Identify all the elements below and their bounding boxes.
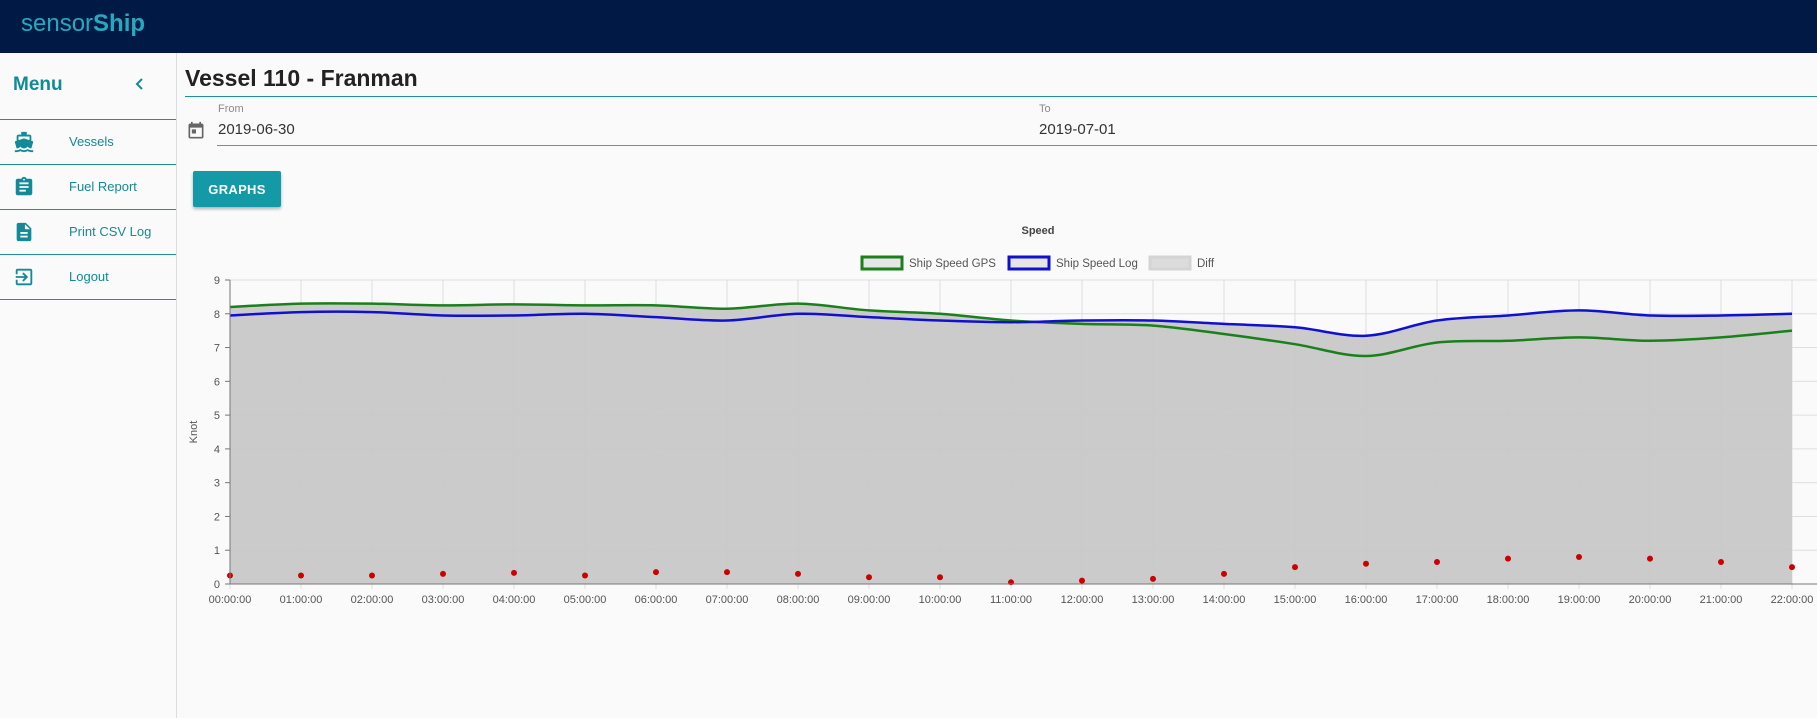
diff-point <box>1718 559 1724 566</box>
legend-swatch <box>860 255 904 271</box>
x-tick-label: 09:00:00 <box>848 594 891 606</box>
sidebar-item-label: Print CSV Log <box>69 224 152 239</box>
clipboard-icon <box>15 176 33 196</box>
sidebar-item-label: Vessels <box>69 134 114 149</box>
y-tick-label: 0 <box>214 579 220 591</box>
y-tick-label: 7 <box>214 343 220 355</box>
from-date-label: From <box>218 103 244 115</box>
sidebar-item-label: Logout <box>69 269 109 284</box>
diff-point <box>937 574 943 581</box>
ship-icon <box>14 131 34 153</box>
diff-point <box>1079 577 1085 584</box>
from-date-field[interactable]: From 2019-06-30 <box>218 99 1018 139</box>
diff-point <box>1221 570 1227 577</box>
to-date-field[interactable]: To 2019-07-01 <box>1039 99 1809 139</box>
diff-point <box>1576 553 1582 560</box>
sidebar-item-label: Fuel Report <box>69 179 137 194</box>
diff-point <box>1292 564 1298 571</box>
x-tick-label: 01:00:00 <box>280 594 323 606</box>
sidebar-item-logout[interactable]: Logout <box>0 255 176 300</box>
to-date-label: To <box>1039 103 1051 115</box>
x-tick-label: 21:00:00 <box>1700 594 1743 606</box>
series-line-ship-speed-log <box>229 309 1793 338</box>
x-tick-label: 00:00:00 <box>209 594 252 606</box>
x-tick-label: 02:00:00 <box>351 594 394 606</box>
diff-point <box>511 569 517 576</box>
diff-point <box>653 569 659 576</box>
y-tick-label: 6 <box>214 376 220 388</box>
legend-label: Ship Speed Log <box>1056 258 1138 270</box>
document-icon <box>16 222 32 242</box>
sidebar: Menu Vessels Fuel Report Print CSV Log L… <box>0 53 177 718</box>
diff-point <box>369 572 375 579</box>
diff-point <box>1789 564 1795 571</box>
x-tick-label: 12:00:00 <box>1061 594 1104 606</box>
diff-area <box>230 303 1792 584</box>
diff-point <box>298 572 304 579</box>
y-tick-label: 8 <box>214 309 220 321</box>
sidebar-item-fuel-report[interactable]: Fuel Report <box>0 165 176 210</box>
y-axis-title: Knot <box>188 421 200 444</box>
page-title: Vessel 110 - Franman <box>185 65 418 91</box>
x-tick-label: 16:00:00 <box>1345 594 1388 606</box>
y-tick-label: 1 <box>214 545 220 557</box>
chart-title: Speed <box>1021 225 1054 237</box>
x-tick-label: 17:00:00 <box>1416 594 1459 606</box>
x-tick-label: 11:00:00 <box>990 594 1032 606</box>
diff-point <box>1647 555 1653 562</box>
x-tick-label: 10:00:00 <box>919 594 962 606</box>
y-tick-label: 3 <box>214 478 220 490</box>
legend-swatch <box>1148 255 1192 271</box>
y-tick-label: 9 <box>214 275 220 287</box>
to-date-value: 2019-07-01 <box>1039 121 1116 138</box>
x-tick-label: 05:00:00 <box>564 594 607 606</box>
x-tick-label: 19:00:00 <box>1558 594 1601 606</box>
brand-bold-text: Ship <box>93 10 146 37</box>
calendar-icon[interactable] <box>186 121 206 141</box>
main-content: Vessel 110 - Franman From 2019-06-30 To … <box>177 53 1817 718</box>
menu-title: Menu <box>13 74 63 95</box>
x-tick-label: 22:00:00 <box>1771 594 1814 606</box>
series-line-ship-speed-gps <box>229 302 1793 358</box>
x-tick-label: 03:00:00 <box>422 594 465 606</box>
diff-point <box>440 570 446 577</box>
top-app-bar: sensorShip <box>0 0 1817 53</box>
sidebar-item-vessels[interactable]: Vessels <box>0 120 176 165</box>
diff-point <box>1434 559 1440 566</box>
x-tick-label: 18:00:00 <box>1487 594 1530 606</box>
diff-point <box>1505 555 1511 562</box>
x-tick-label: 04:00:00 <box>493 594 536 606</box>
x-tick-label: 15:00:00 <box>1274 594 1317 606</box>
title-divider <box>185 96 1817 97</box>
diff-point <box>582 572 588 579</box>
date-field-underline <box>217 145 1817 146</box>
y-tick-label: 4 <box>214 444 220 456</box>
logout-icon <box>15 268 33 286</box>
brand-light-text: sensor <box>21 10 94 37</box>
sidebar-item-print-csv-log[interactable]: Print CSV Log <box>0 210 176 255</box>
menu-header: Menu <box>0 53 176 120</box>
speed-chart: 0 1 2 3 4 5 6 7 8 9 00:00:00 01:00:00 02:00:00 03:00:… <box>188 225 1817 606</box>
x-tick-label: 07:00:00 <box>706 594 749 606</box>
brand-logo[interactable]: sensorShip <box>21 10 145 38</box>
legend-label: Diff <box>1197 258 1215 270</box>
from-date-value: 2019-06-30 <box>218 121 295 138</box>
diff-point <box>866 574 872 581</box>
x-tick-label: 20:00:00 <box>1629 594 1672 606</box>
x-tick-label: 13:00:00 <box>1132 594 1175 606</box>
y-tick-label: 2 <box>214 511 220 523</box>
graphs-button[interactable]: GRAPHS <box>193 171 281 207</box>
x-tick-label: 06:00:00 <box>635 594 678 606</box>
legend-swatch <box>1007 255 1051 271</box>
x-tick-label: 08:00:00 <box>777 594 820 606</box>
diff-point <box>1363 560 1369 567</box>
x-tick-label: 14:00:00 <box>1203 594 1246 606</box>
legend-label: Ship Speed GPS <box>909 258 996 270</box>
diff-point <box>1150 575 1156 582</box>
diff-point <box>795 570 801 577</box>
chevron-left-icon <box>135 78 143 90</box>
collapse-menu-button[interactable] <box>128 69 152 99</box>
y-tick-label: 5 <box>214 410 220 422</box>
diff-point <box>724 569 730 576</box>
